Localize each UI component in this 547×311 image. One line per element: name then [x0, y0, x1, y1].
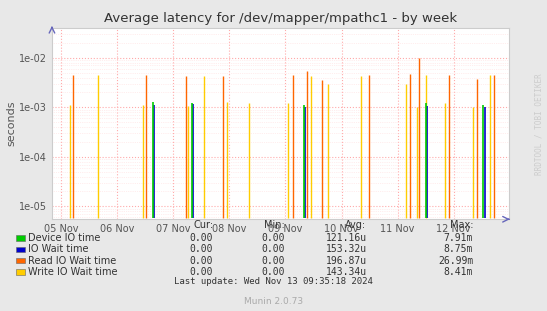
Text: Avg:: Avg: — [345, 220, 366, 230]
Text: 121.16u: 121.16u — [325, 233, 366, 243]
Text: 8.75m: 8.75m — [444, 244, 473, 254]
Text: 0.00: 0.00 — [261, 256, 284, 266]
Text: 0.00: 0.00 — [261, 267, 284, 277]
Text: Max:: Max: — [450, 220, 473, 230]
Text: IO Wait time: IO Wait time — [28, 244, 89, 254]
Text: Cur:: Cur: — [193, 220, 213, 230]
Text: Read IO Wait time: Read IO Wait time — [28, 256, 117, 266]
Text: 196.87u: 196.87u — [325, 256, 366, 266]
Title: Average latency for /dev/mapper/mpathc1 - by week: Average latency for /dev/mapper/mpathc1 … — [104, 12, 457, 26]
Text: 0.00: 0.00 — [190, 267, 213, 277]
Text: 0.00: 0.00 — [261, 244, 284, 254]
Text: 0.00: 0.00 — [261, 233, 284, 243]
Text: Min:: Min: — [264, 220, 284, 230]
Text: 26.99m: 26.99m — [438, 256, 473, 266]
Text: Last update: Wed Nov 13 09:35:18 2024: Last update: Wed Nov 13 09:35:18 2024 — [174, 276, 373, 285]
Text: 143.34u: 143.34u — [325, 267, 366, 277]
Text: RRDTOOL / TOBI OETIKER: RRDTOOL / TOBI OETIKER — [534, 73, 543, 175]
Text: Write IO Wait time: Write IO Wait time — [28, 267, 118, 277]
Text: 153.32u: 153.32u — [325, 244, 366, 254]
Text: Device IO time: Device IO time — [28, 233, 101, 243]
Text: Munin 2.0.73: Munin 2.0.73 — [244, 297, 303, 306]
Y-axis label: seconds: seconds — [7, 101, 16, 146]
Text: 0.00: 0.00 — [190, 244, 213, 254]
Text: 7.91m: 7.91m — [444, 233, 473, 243]
Text: 0.00: 0.00 — [190, 256, 213, 266]
Text: 0.00: 0.00 — [190, 233, 213, 243]
Text: 8.41m: 8.41m — [444, 267, 473, 277]
